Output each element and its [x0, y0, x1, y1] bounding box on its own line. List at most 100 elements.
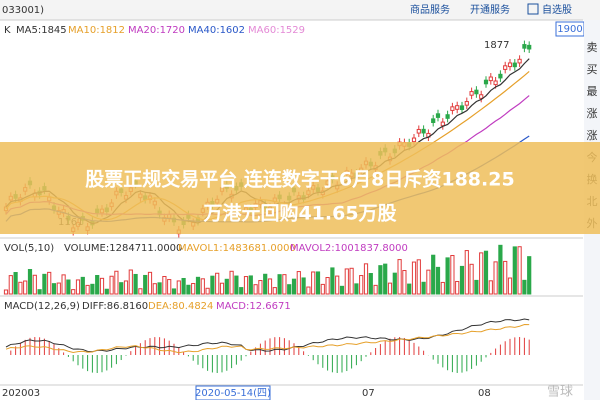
volume-bar [440, 281, 445, 295]
volume-bar [522, 279, 527, 295]
volume-bar [191, 283, 196, 295]
volume-bar [32, 274, 37, 295]
candle [455, 105, 460, 110]
volume-bar [195, 276, 201, 295]
banner-line: 股票正规交易平台 连连数字于6月8日斥资188.25 [85, 168, 514, 191]
volume-bar [378, 265, 383, 295]
volume-bar [267, 278, 273, 295]
candle [488, 76, 493, 82]
volume-bar [368, 273, 373, 295]
macd-item: DEA:80.4824 [148, 301, 213, 312]
volume-bar [23, 280, 28, 295]
vol-label: VOL(5,10) [4, 243, 54, 254]
volume-bar [13, 272, 18, 295]
volume-bar [493, 261, 498, 295]
candle [440, 121, 445, 127]
volume-bar [99, 277, 105, 295]
volume-bar [450, 255, 455, 295]
volume-bar [315, 271, 321, 295]
candle [450, 106, 455, 111]
icon [527, 3, 539, 15]
volume-bar [392, 272, 397, 295]
volume-bar [27, 269, 33, 295]
candle [464, 101, 469, 106]
sidebar-item: 涨 [587, 107, 598, 120]
volume-bar [421, 281, 426, 295]
volume-bar [296, 271, 301, 295]
candle [474, 89, 479, 95]
volume-bar [219, 282, 225, 295]
volume-bar [282, 274, 287, 295]
volume-bar [85, 284, 90, 295]
volume-bar [3, 289, 9, 295]
volume-bar [277, 274, 282, 295]
volume-bar [224, 278, 229, 295]
button[interactable]: 开通服务 [470, 3, 510, 16]
ma5: MA5:1845 [16, 25, 67, 36]
candle [411, 137, 417, 143]
macd-item: DIFF:86.8160 [82, 301, 148, 312]
volume-bar [301, 277, 306, 295]
volume-bar [114, 270, 119, 295]
volume-bar [66, 279, 71, 295]
volume-bar [411, 261, 417, 295]
volume-bar [128, 269, 133, 295]
x-label: 202003 [2, 388, 40, 399]
candle [503, 65, 508, 70]
volume-bar [133, 273, 138, 295]
volume-bar [431, 254, 436, 295]
x-label: 2020-05-14(四) [195, 388, 271, 399]
volume-bar [339, 285, 345, 295]
macd-item: MACD:12.6671 [216, 301, 291, 312]
volume-bar [143, 274, 148, 295]
volume-bar [459, 265, 465, 295]
volume-bar [200, 278, 205, 295]
volume-bar [503, 260, 508, 295]
volume-bar [287, 284, 292, 295]
volume-bar [426, 269, 431, 295]
volume-bar [507, 277, 513, 295]
volume-bar [176, 280, 181, 295]
volume-bar [407, 283, 412, 295]
candle [493, 80, 498, 86]
volume-bar [325, 277, 330, 295]
banner-line: 万港元回购41.65万股 [202, 202, 396, 225]
volume-bar [138, 288, 143, 295]
volume-bar [215, 272, 220, 295]
macd-line [5, 323, 530, 354]
volume-bar [8, 275, 13, 295]
vol-item: VOLUME:1284711.0000 [64, 243, 182, 254]
button[interactable]: 自选股 [542, 3, 572, 16]
volume-bar [416, 259, 421, 295]
volume-bar [248, 275, 253, 295]
volume-bar [181, 277, 186, 295]
volume-bar [258, 280, 263, 295]
volume-bar [152, 283, 157, 295]
volume-bar [330, 267, 335, 295]
macd-label: MACD(12,26,9) [4, 301, 80, 312]
volume-bar [387, 282, 393, 295]
volume-bar [464, 250, 469, 295]
volume-bar [109, 275, 114, 295]
ma10: MA10:1812 [68, 25, 125, 36]
volume-bar [90, 283, 95, 295]
candle [483, 79, 489, 85]
volume-bar [512, 246, 517, 295]
stock-code: 033001) [2, 5, 44, 16]
volume-bar [474, 279, 479, 295]
candle [469, 91, 474, 96]
candle [421, 128, 426, 134]
banner [0, 142, 600, 234]
candle [459, 105, 465, 110]
volume-bar [263, 273, 268, 295]
volume-bar [56, 282, 61, 295]
button[interactable]: 商品服务 [410, 3, 450, 16]
volume-bar [253, 284, 258, 295]
volume-bar [383, 263, 388, 295]
volume-bar [320, 283, 325, 295]
volume-bar [498, 244, 503, 295]
volume-bar [186, 284, 191, 295]
volume-bar [349, 267, 354, 295]
volume-bar [162, 275, 167, 295]
